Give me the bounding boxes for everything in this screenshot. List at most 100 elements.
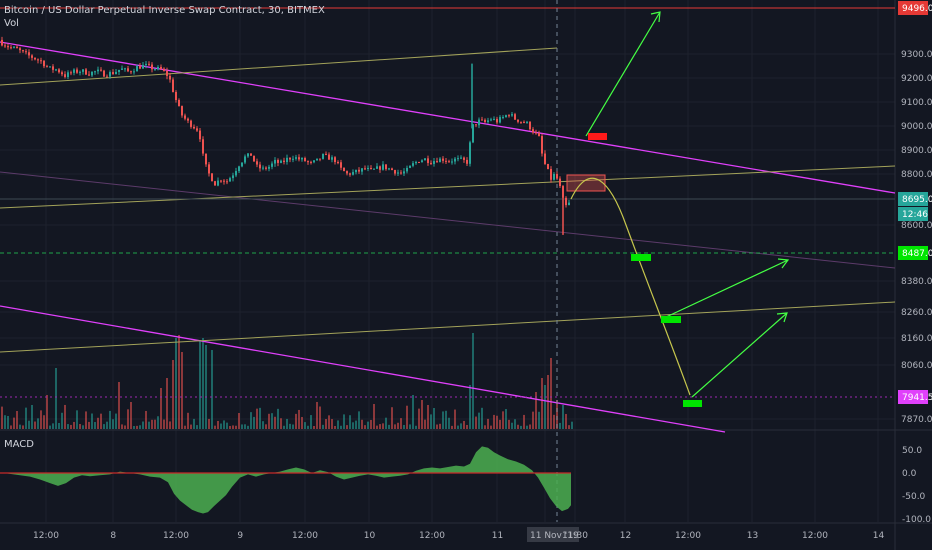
volume-bar xyxy=(76,410,78,429)
volume-bar xyxy=(283,425,285,429)
candle-body xyxy=(568,202,570,206)
volume-bar xyxy=(64,404,66,429)
price-badge-label: 9496.0 xyxy=(902,4,932,14)
volume-bar xyxy=(511,422,513,429)
candle-body xyxy=(7,46,9,48)
volume-bar xyxy=(193,418,195,429)
volume-bar xyxy=(259,407,261,429)
volume-bar xyxy=(139,425,141,429)
volume-bar xyxy=(310,415,312,429)
candle-body xyxy=(325,153,327,155)
candle-body xyxy=(526,121,528,123)
volume-bar xyxy=(535,392,537,429)
candle-body xyxy=(400,172,402,174)
volume-bar xyxy=(214,425,216,429)
sell-marker xyxy=(588,133,607,140)
volume-bar xyxy=(376,425,378,429)
volume-bar xyxy=(223,420,225,429)
volume-bar xyxy=(244,424,246,429)
candle-body xyxy=(19,48,21,51)
volume-bar xyxy=(133,425,135,429)
volume-bar xyxy=(523,414,525,429)
volume-bar xyxy=(505,409,507,429)
volume-bar xyxy=(106,421,108,429)
volume-bar xyxy=(118,382,120,429)
candle-body xyxy=(271,163,273,167)
candle-body xyxy=(67,72,69,78)
candle-body xyxy=(292,158,294,160)
candle-body xyxy=(211,173,213,182)
candle-body xyxy=(424,158,426,161)
candle-body xyxy=(439,158,441,163)
volume-bar xyxy=(340,425,342,429)
candle-body xyxy=(229,178,231,182)
volume-bar xyxy=(463,420,465,429)
candle-body xyxy=(331,157,333,160)
volume-bar xyxy=(232,425,234,429)
candle-body xyxy=(301,157,303,160)
volume-bar xyxy=(187,412,189,429)
price-tick-label: 8800.0 xyxy=(901,170,932,180)
candle-body xyxy=(136,66,138,72)
candle-body xyxy=(403,171,405,174)
volume-bar xyxy=(142,421,144,429)
volume-bar xyxy=(325,419,327,429)
volume-bar xyxy=(73,421,75,429)
volume-bar xyxy=(430,414,432,429)
volume-bar xyxy=(175,338,177,429)
price-badge xyxy=(898,1,928,15)
candle-body xyxy=(151,64,153,70)
volume-bar xyxy=(94,422,96,429)
volume-bar xyxy=(517,424,519,429)
volume-bar xyxy=(13,417,15,429)
candle-body xyxy=(157,66,159,70)
candle-body xyxy=(178,100,180,107)
volume-bar xyxy=(532,411,534,429)
candle-body xyxy=(514,114,516,120)
candle-body xyxy=(277,159,279,163)
volume-bar xyxy=(412,395,414,429)
time-tick-label: 12:00 xyxy=(675,531,701,541)
candle-body xyxy=(343,167,345,172)
volume-bar xyxy=(31,405,33,429)
volume-bar xyxy=(199,340,201,429)
time-tick-label: 9 xyxy=(237,531,243,541)
volume-bar xyxy=(355,420,357,429)
candle-body xyxy=(118,69,120,72)
volume-bar xyxy=(190,424,192,429)
volume-bar xyxy=(268,413,270,429)
volume-bar xyxy=(346,425,348,429)
candle-body xyxy=(466,159,468,164)
candle-body xyxy=(358,169,360,172)
volume-bar xyxy=(82,425,84,429)
candle-body xyxy=(28,52,30,56)
time-tick-label: 11:30 xyxy=(562,531,588,541)
candle-body xyxy=(433,161,435,164)
volume-bar xyxy=(322,424,324,429)
candle-body xyxy=(25,51,27,53)
price-badge xyxy=(898,192,928,206)
volume-bar xyxy=(34,421,36,429)
volume-bar xyxy=(43,415,45,429)
candle-body xyxy=(517,119,519,122)
volume-bar xyxy=(394,424,396,429)
candle-body xyxy=(475,124,477,126)
candle-body xyxy=(409,165,411,168)
volume-bar xyxy=(460,423,462,429)
candle-body xyxy=(184,115,186,119)
channel-line-bottom xyxy=(0,301,896,353)
price-candles xyxy=(1,36,570,235)
price-tick-label: 9000.0 xyxy=(901,122,932,132)
candle-body xyxy=(268,166,270,169)
candle-body xyxy=(487,120,489,123)
candle-body xyxy=(244,156,246,163)
candle-body xyxy=(463,157,465,160)
volume-bar xyxy=(181,352,183,429)
candle-body xyxy=(520,121,522,123)
macd-histogram xyxy=(0,446,571,514)
candle-body xyxy=(385,164,387,170)
candle-body xyxy=(532,129,534,133)
volume-bar xyxy=(127,409,129,429)
candle-body xyxy=(322,153,324,159)
